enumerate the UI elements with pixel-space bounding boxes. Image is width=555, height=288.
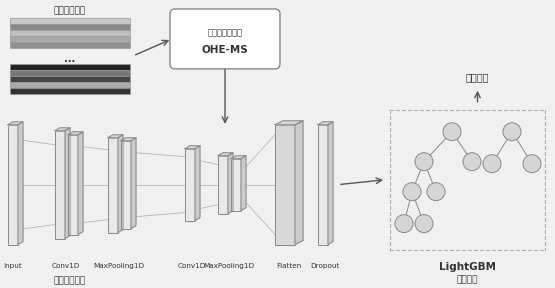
- Polygon shape: [18, 122, 23, 245]
- Text: ...: ...: [64, 54, 75, 64]
- Bar: [55, 131, 65, 238]
- Circle shape: [463, 153, 481, 171]
- Bar: [318, 125, 328, 245]
- Bar: [10, 70, 130, 76]
- Bar: [10, 64, 130, 70]
- Text: Conv1D: Conv1D: [178, 263, 206, 268]
- Bar: [121, 141, 131, 229]
- Polygon shape: [275, 121, 303, 125]
- Text: Conv1D: Conv1D: [52, 263, 80, 268]
- Bar: [10, 24, 130, 30]
- Polygon shape: [8, 122, 23, 125]
- Bar: [10, 30, 130, 36]
- Polygon shape: [78, 132, 83, 234]
- Text: Input: Input: [4, 263, 22, 268]
- Text: LightGBM: LightGBM: [439, 262, 496, 272]
- Text: Dropout: Dropout: [310, 263, 340, 268]
- Text: 数据预处理算法: 数据预处理算法: [208, 29, 243, 37]
- Bar: [10, 18, 130, 24]
- Polygon shape: [108, 135, 123, 138]
- Polygon shape: [65, 128, 70, 238]
- Circle shape: [523, 155, 541, 173]
- Circle shape: [443, 123, 461, 141]
- Polygon shape: [131, 138, 136, 229]
- Bar: [231, 159, 241, 211]
- Bar: [10, 42, 130, 48]
- Circle shape: [395, 215, 413, 233]
- Circle shape: [415, 153, 433, 171]
- Bar: [10, 76, 130, 82]
- Polygon shape: [231, 156, 246, 159]
- Polygon shape: [185, 146, 200, 149]
- Bar: [218, 156, 228, 214]
- Text: MaxPooling1D: MaxPooling1D: [204, 263, 255, 268]
- Bar: [10, 88, 130, 94]
- Polygon shape: [121, 138, 136, 141]
- FancyBboxPatch shape: [170, 9, 280, 69]
- Polygon shape: [118, 135, 123, 233]
- Polygon shape: [318, 122, 333, 125]
- Text: 特征提取算法: 特征提取算法: [53, 276, 85, 285]
- Circle shape: [427, 183, 445, 201]
- Bar: [8, 125, 18, 245]
- Polygon shape: [228, 153, 233, 214]
- Polygon shape: [195, 146, 200, 221]
- Text: 网络流量数据: 网络流量数据: [54, 6, 86, 15]
- Circle shape: [403, 183, 421, 201]
- Bar: [68, 135, 78, 234]
- Text: MaxPooling1D: MaxPooling1D: [93, 263, 144, 268]
- Bar: [10, 82, 130, 88]
- Polygon shape: [218, 153, 233, 156]
- Circle shape: [415, 215, 433, 233]
- Polygon shape: [328, 122, 333, 245]
- Bar: [275, 125, 295, 245]
- Text: Flatten: Flatten: [276, 263, 301, 268]
- Polygon shape: [241, 156, 246, 211]
- Text: 分类算法: 分类算法: [457, 276, 478, 285]
- Bar: [108, 138, 118, 233]
- Polygon shape: [295, 121, 303, 245]
- Bar: [185, 149, 195, 221]
- Text: OHE-MS: OHE-MS: [201, 45, 249, 55]
- Circle shape: [483, 155, 501, 173]
- Text: 分类结果: 分类结果: [466, 72, 490, 82]
- Polygon shape: [68, 132, 83, 135]
- Bar: [10, 36, 130, 42]
- Polygon shape: [55, 128, 70, 131]
- Circle shape: [503, 123, 521, 141]
